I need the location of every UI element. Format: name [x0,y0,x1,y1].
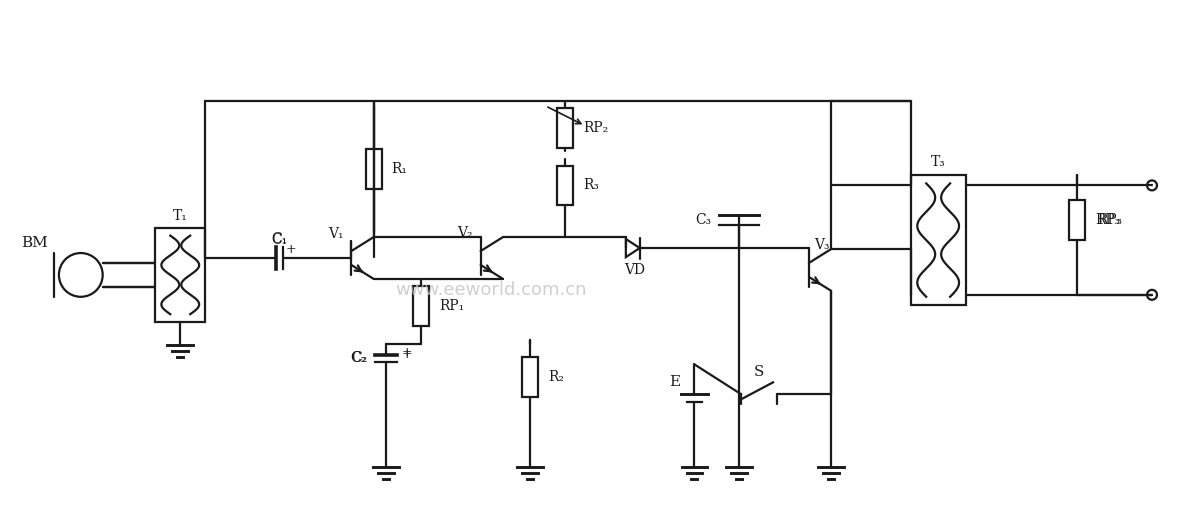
Text: V₁: V₁ [328,227,344,241]
Text: C₂: C₂ [351,352,367,366]
Text: VD: VD [625,263,645,277]
Text: RP₂: RP₂ [583,121,608,135]
Text: BM: BM [20,236,48,250]
Bar [558,108,573,148]
Text: RP₃: RP₃ [1095,213,1120,227]
Text: +: + [286,242,297,255]
Text: S: S [754,366,765,379]
Bar [413,286,429,326]
Text: E: E [669,375,680,389]
Text: +: + [402,346,413,359]
Bar [156,227,205,322]
Text: C₁: C₁ [272,232,287,246]
Text: V₂: V₂ [457,226,473,240]
Text: R₃: R₃ [583,178,598,192]
Bar [1069,200,1086,240]
Text: C₃: C₃ [695,213,711,227]
Text: C₂: C₂ [350,352,366,366]
Text: T₃: T₃ [931,155,946,169]
Bar [522,357,539,397]
Text: V₃: V₃ [814,238,830,252]
Text: T₁: T₁ [172,209,188,223]
Text: RP₁: RP₁ [439,299,464,313]
Text: R₂: R₂ [548,370,564,384]
Text: +: + [402,348,413,361]
Text: www.eeworld.com.cn: www.eeworld.com.cn [395,281,587,299]
Bar [365,149,382,189]
Bar [558,165,573,205]
Text: C₁: C₁ [272,233,287,247]
Bar [911,175,966,305]
Text: R₁: R₁ [391,162,407,176]
Text: RP₃: RP₃ [1098,213,1123,227]
